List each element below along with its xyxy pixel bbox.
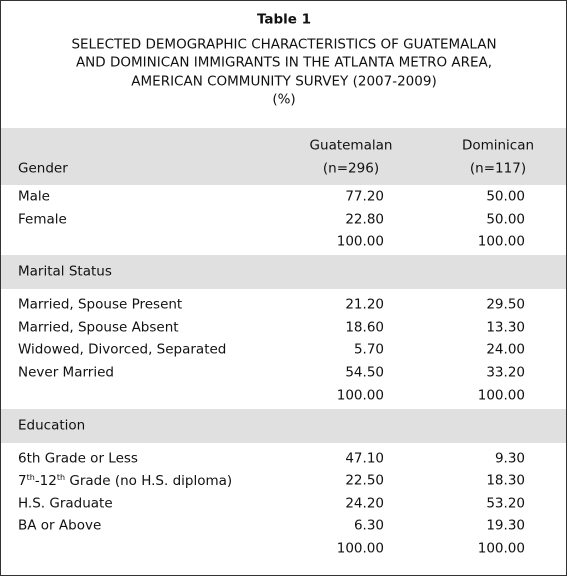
section-band [1,408,566,443]
cell-value: 9.30 [494,449,525,466]
column-n: (n=296) [322,160,380,177]
label-part: th [26,472,35,482]
cell-value: 18.30 [486,472,525,489]
label-part: Grade (no H.S. diploma) [65,472,233,489]
cell-value: 50.00 [486,210,525,227]
cell-value: 53.20 [486,495,525,512]
row-label: Male [18,188,50,205]
row-label: H.S. Graduate [18,495,113,512]
label-part: -12 [34,472,57,489]
column-n: (n=117) [469,160,527,177]
row-label: Female [18,210,67,227]
section-band [1,255,566,290]
cell-value: 19.30 [486,517,525,534]
column-name: Guatemalan [309,137,393,154]
cell-value: 6.30 [353,517,384,534]
cell-value: 77.20 [345,188,384,205]
row-label: Married, Spouse Absent [18,319,179,336]
subtitle-line: AMERICAN COMMUNITY SURVEY (2007-2009) [131,72,437,89]
cell-value: 100.00 [336,540,384,557]
cell-value: 100.00 [477,540,525,557]
subtitle-line: (%) [272,91,296,108]
column-name: Dominican [461,137,535,154]
label-part: th [56,472,66,482]
table-title: Table 1 [256,11,312,28]
cell-value: 22.50 [345,472,384,489]
cell-value: 29.50 [486,296,525,313]
cell-value: 54.50 [345,364,384,381]
cell-value: 18.60 [345,319,384,336]
cell-value: 24.20 [345,495,384,512]
section-heading: Marital Status [18,263,112,280]
row-label: Widowed, Divorced, Separated [18,341,227,358]
section-heading: Education [18,416,86,433]
row-label: BA or Above [18,517,102,534]
cell-value: 22.80 [345,210,384,227]
section-band [1,128,566,185]
cell-value: 47.10 [345,449,384,466]
row-label: 7th-12th Grade (no H.S. diploma) [18,472,233,489]
cell-value: 100.00 [477,233,525,250]
cell-value: 13.30 [486,319,525,336]
section-heading: Gender [18,160,68,177]
subtitle-line: SELECTED DEMOGRAPHIC CHARACTERISTICS OF … [71,36,497,53]
row-label: Never Married [18,364,114,381]
cell-value: 24.00 [486,341,525,358]
label-part: 7 [18,472,27,489]
cell-value: 100.00 [336,233,384,250]
cell-value: 5.70 [353,341,384,358]
cell-value: 21.20 [345,296,384,313]
row-label: 6th Grade or Less [18,449,138,466]
cell-value: 33.20 [486,364,525,381]
row-label: Married, Spouse Present [18,296,183,313]
cell-value: 50.00 [486,188,525,205]
cell-value: 100.00 [336,386,384,403]
cell-value: 100.00 [477,386,525,403]
subtitle-line: AND DOMINICAN IMMIGRANTS IN THE ATLANTA … [75,54,493,71]
